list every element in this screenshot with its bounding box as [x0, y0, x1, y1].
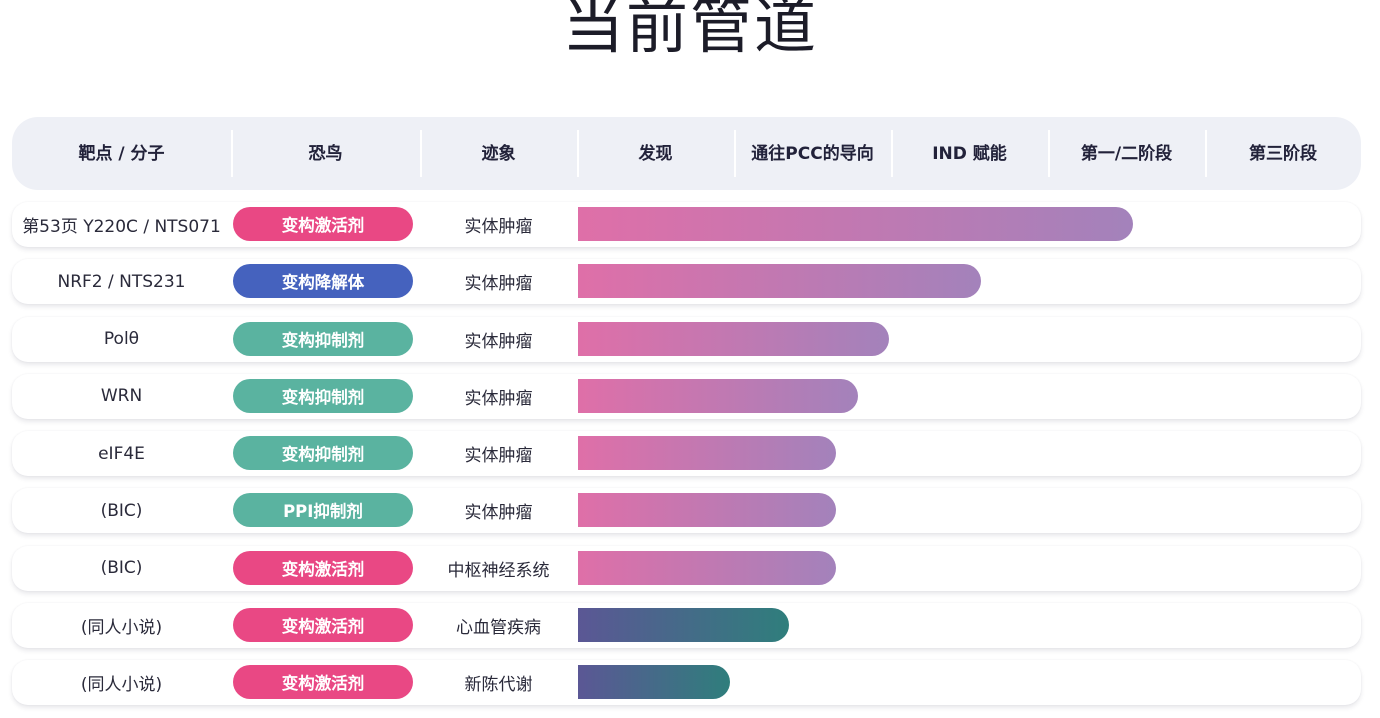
- progress-bar: [578, 264, 981, 299]
- header-indication: 迹象: [420, 117, 577, 190]
- progress-bar: [578, 493, 836, 528]
- pipeline-header: 靶点 / 分子 恐鸟 迹象 发现 通往PCC的导向 IND 赋能 第一/二阶段 …: [12, 117, 1361, 190]
- pipeline-row: (同人小说) 变构激活剂 新陈代谢: [12, 660, 1361, 706]
- row-indication: 实体肿瘤: [464, 274, 533, 295]
- pipeline-row: Polθ 变构抑制剂 实体肿瘤: [12, 316, 1361, 362]
- row-target: eIF4E: [98, 443, 145, 464]
- modality-badge: 变构抑制剂: [233, 436, 413, 471]
- header-lead-to-pcc: 通往PCC的导向: [734, 117, 891, 190]
- pipeline-row: 第53页 Y220C / NTS071 变构激活剂 实体肿瘤: [12, 202, 1361, 247]
- header-discovery: 发现: [577, 117, 734, 190]
- row-target: (同人小说): [80, 618, 163, 639]
- progress-bar: [578, 436, 836, 471]
- pipeline-row: (BIC) PPI抑制剂 实体肿瘤: [12, 488, 1361, 534]
- row-target: (BIC): [100, 500, 143, 521]
- progress-bar: [578, 608, 789, 643]
- progress-bar: [578, 665, 730, 700]
- modality-badge: 变构抑制剂: [233, 321, 413, 356]
- row-indication: 实体肿瘤: [464, 446, 533, 467]
- progress-bar: [578, 321, 889, 356]
- header-phase-3: 第三阶段: [1205, 117, 1361, 190]
- pipeline-row: (同人小说) 变构激活剂 心血管疾病: [12, 603, 1361, 649]
- modality-badge: 变构激活剂: [233, 550, 413, 585]
- header-phase-1-2: 第一/二阶段: [1048, 117, 1205, 190]
- page-title: 当前管道: [561, 0, 818, 62]
- modality-badge: 变构抑制剂: [233, 378, 413, 413]
- header-ind-enabling: IND 赋能: [891, 117, 1048, 190]
- modality-badge: 变构降解体: [233, 264, 413, 299]
- row-indication: 新陈代谢: [464, 675, 533, 696]
- row-indication: 心血管疾病: [456, 618, 541, 639]
- pipeline-table: 靶点 / 分子 恐鸟 迹象 发现 通往PCC的导向 IND 赋能 第一/二阶段 …: [12, 117, 1361, 718]
- modality-badge: 变构激活剂: [233, 608, 413, 643]
- modality-badge: 变构激活剂: [233, 665, 413, 700]
- pipeline-row: eIF4E 变构抑制剂 实体肿瘤: [12, 431, 1361, 477]
- row-indication: 实体肿瘤: [464, 388, 533, 409]
- pipeline-row: (BIC) 变构激活剂 中枢神经系统: [12, 545, 1361, 591]
- row-target: (同人小说): [80, 675, 163, 696]
- row-target: 第53页 Y220C / NTS071: [22, 217, 221, 237]
- header-modality: 恐鸟: [231, 117, 420, 190]
- row-target: WRN: [100, 386, 143, 407]
- pipeline-row: NRF2 / NTS231 变构降解体 实体肿瘤: [12, 259, 1361, 305]
- progress-bar: [578, 378, 858, 413]
- modality-badge: 变构激活剂: [233, 207, 413, 241]
- row-target: NRF2 / NTS231: [57, 271, 186, 292]
- row-indication: 实体肿瘤: [464, 217, 533, 237]
- row-indication: 中枢神经系统: [447, 560, 550, 581]
- pipeline-rows: 第53页 Y220C / NTS071 变构激活剂 实体肿瘤 NRF2 / NTS23…: [12, 202, 1361, 706]
- header-target: 靶点 / 分子: [78, 143, 165, 164]
- progress-bar: [578, 550, 836, 585]
- row-indication: 实体肿瘤: [464, 331, 533, 352]
- modality-badge: PPI抑制剂: [233, 493, 413, 528]
- progress-bar: [578, 207, 1133, 241]
- row-indication: 实体肿瘤: [464, 503, 533, 524]
- row-target: Polθ: [103, 329, 140, 350]
- pipeline-row: WRN 变构抑制剂 实体肿瘤: [12, 373, 1361, 419]
- row-target: (BIC): [100, 558, 143, 579]
